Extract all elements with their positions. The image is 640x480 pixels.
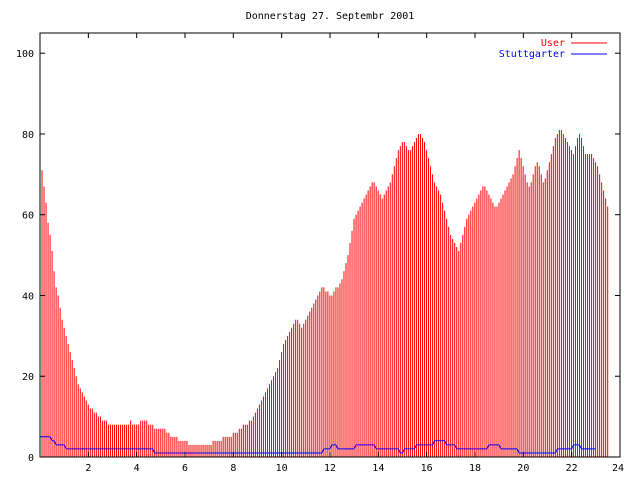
x-tick-label: 22 bbox=[566, 463, 578, 474]
y-tick-label: 40 bbox=[22, 291, 34, 302]
x-tick-label: 4 bbox=[134, 463, 140, 474]
x-tick-label: 12 bbox=[324, 463, 336, 474]
legend-label-stuttgarter: Stuttgarter bbox=[499, 49, 565, 60]
x-tick-label: 16 bbox=[421, 463, 433, 474]
y-tick-label: 60 bbox=[22, 211, 34, 222]
legend-label-user: User bbox=[541, 38, 565, 49]
x-axis-ticks: 2 4 6 8 10 12 14 16 18 20 22 24 bbox=[85, 33, 624, 474]
legend: User Stuttgarter bbox=[499, 38, 607, 60]
x-tick-label: 20 bbox=[517, 463, 529, 474]
stuttgarter-line-group bbox=[40, 436, 596, 454]
y-tick-label: 100 bbox=[16, 49, 34, 60]
x-tick-label: 24 bbox=[612, 463, 624, 474]
x-tick-label: 18 bbox=[469, 463, 481, 474]
x-tick-label: 2 bbox=[85, 463, 91, 474]
x-tick-label: 10 bbox=[276, 463, 288, 474]
chart-title: Donnerstag 27. Septembr 2001 bbox=[246, 11, 415, 22]
x-tick-label: 6 bbox=[182, 463, 188, 474]
y-tick-label: 20 bbox=[22, 372, 34, 383]
y-tick-label: 0 bbox=[28, 453, 34, 464]
x-tick-label: 8 bbox=[230, 463, 236, 474]
x-tick-label: 14 bbox=[372, 463, 384, 474]
y-axis-ticks: 0 20 40 60 80 100 bbox=[16, 49, 620, 464]
y-tick-label: 80 bbox=[22, 130, 34, 141]
stuttgarter-line bbox=[40, 436, 596, 454]
user-bars bbox=[39, 129, 609, 457]
